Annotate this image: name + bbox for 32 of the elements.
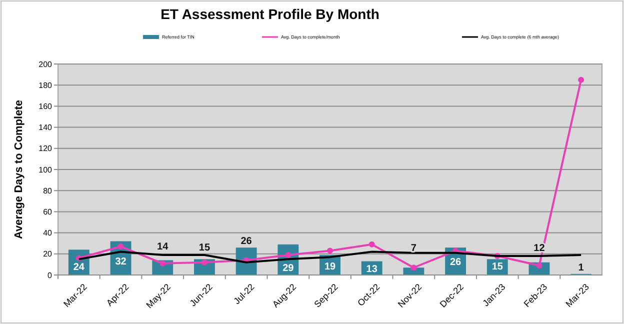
y-tick-label: 80 xyxy=(43,186,53,196)
data-label: 26 xyxy=(450,257,462,268)
chart-title: ET Assessment Profile By Month xyxy=(160,6,380,22)
y-tick-label: 0 xyxy=(48,270,53,280)
data-label: 32 xyxy=(115,256,127,268)
data-label: 15 xyxy=(198,242,210,254)
point xyxy=(201,259,208,266)
y-tick-label: 140 xyxy=(38,123,53,132)
point xyxy=(368,241,375,248)
point xyxy=(578,76,584,83)
data-label: 15 xyxy=(492,262,504,273)
y-tick-label: 200 xyxy=(38,60,53,69)
y-tick-label: 20 xyxy=(43,250,53,259)
data-label: 13 xyxy=(366,264,378,275)
data-label: 29 xyxy=(282,262,294,274)
data-label: 1 xyxy=(578,262,584,274)
y-axis-title: Average Days to Complete xyxy=(13,100,25,239)
data-label: 24 xyxy=(73,262,85,274)
y-tick-label: 180 xyxy=(38,80,53,90)
y-tick-label: 160 xyxy=(38,102,53,111)
point xyxy=(118,244,124,250)
y-tick-label: 120 xyxy=(38,144,53,154)
point xyxy=(160,260,166,266)
y-tick-label: 60 xyxy=(43,208,53,216)
data-label: 14 xyxy=(157,242,169,253)
point xyxy=(327,248,333,254)
y-tick-label: 100 xyxy=(38,165,53,174)
y-tick-label: 40 xyxy=(43,228,53,238)
point xyxy=(285,252,292,258)
data-label: 7 xyxy=(410,243,417,254)
data-label: 19 xyxy=(324,261,336,272)
data-label: 26 xyxy=(240,236,252,248)
